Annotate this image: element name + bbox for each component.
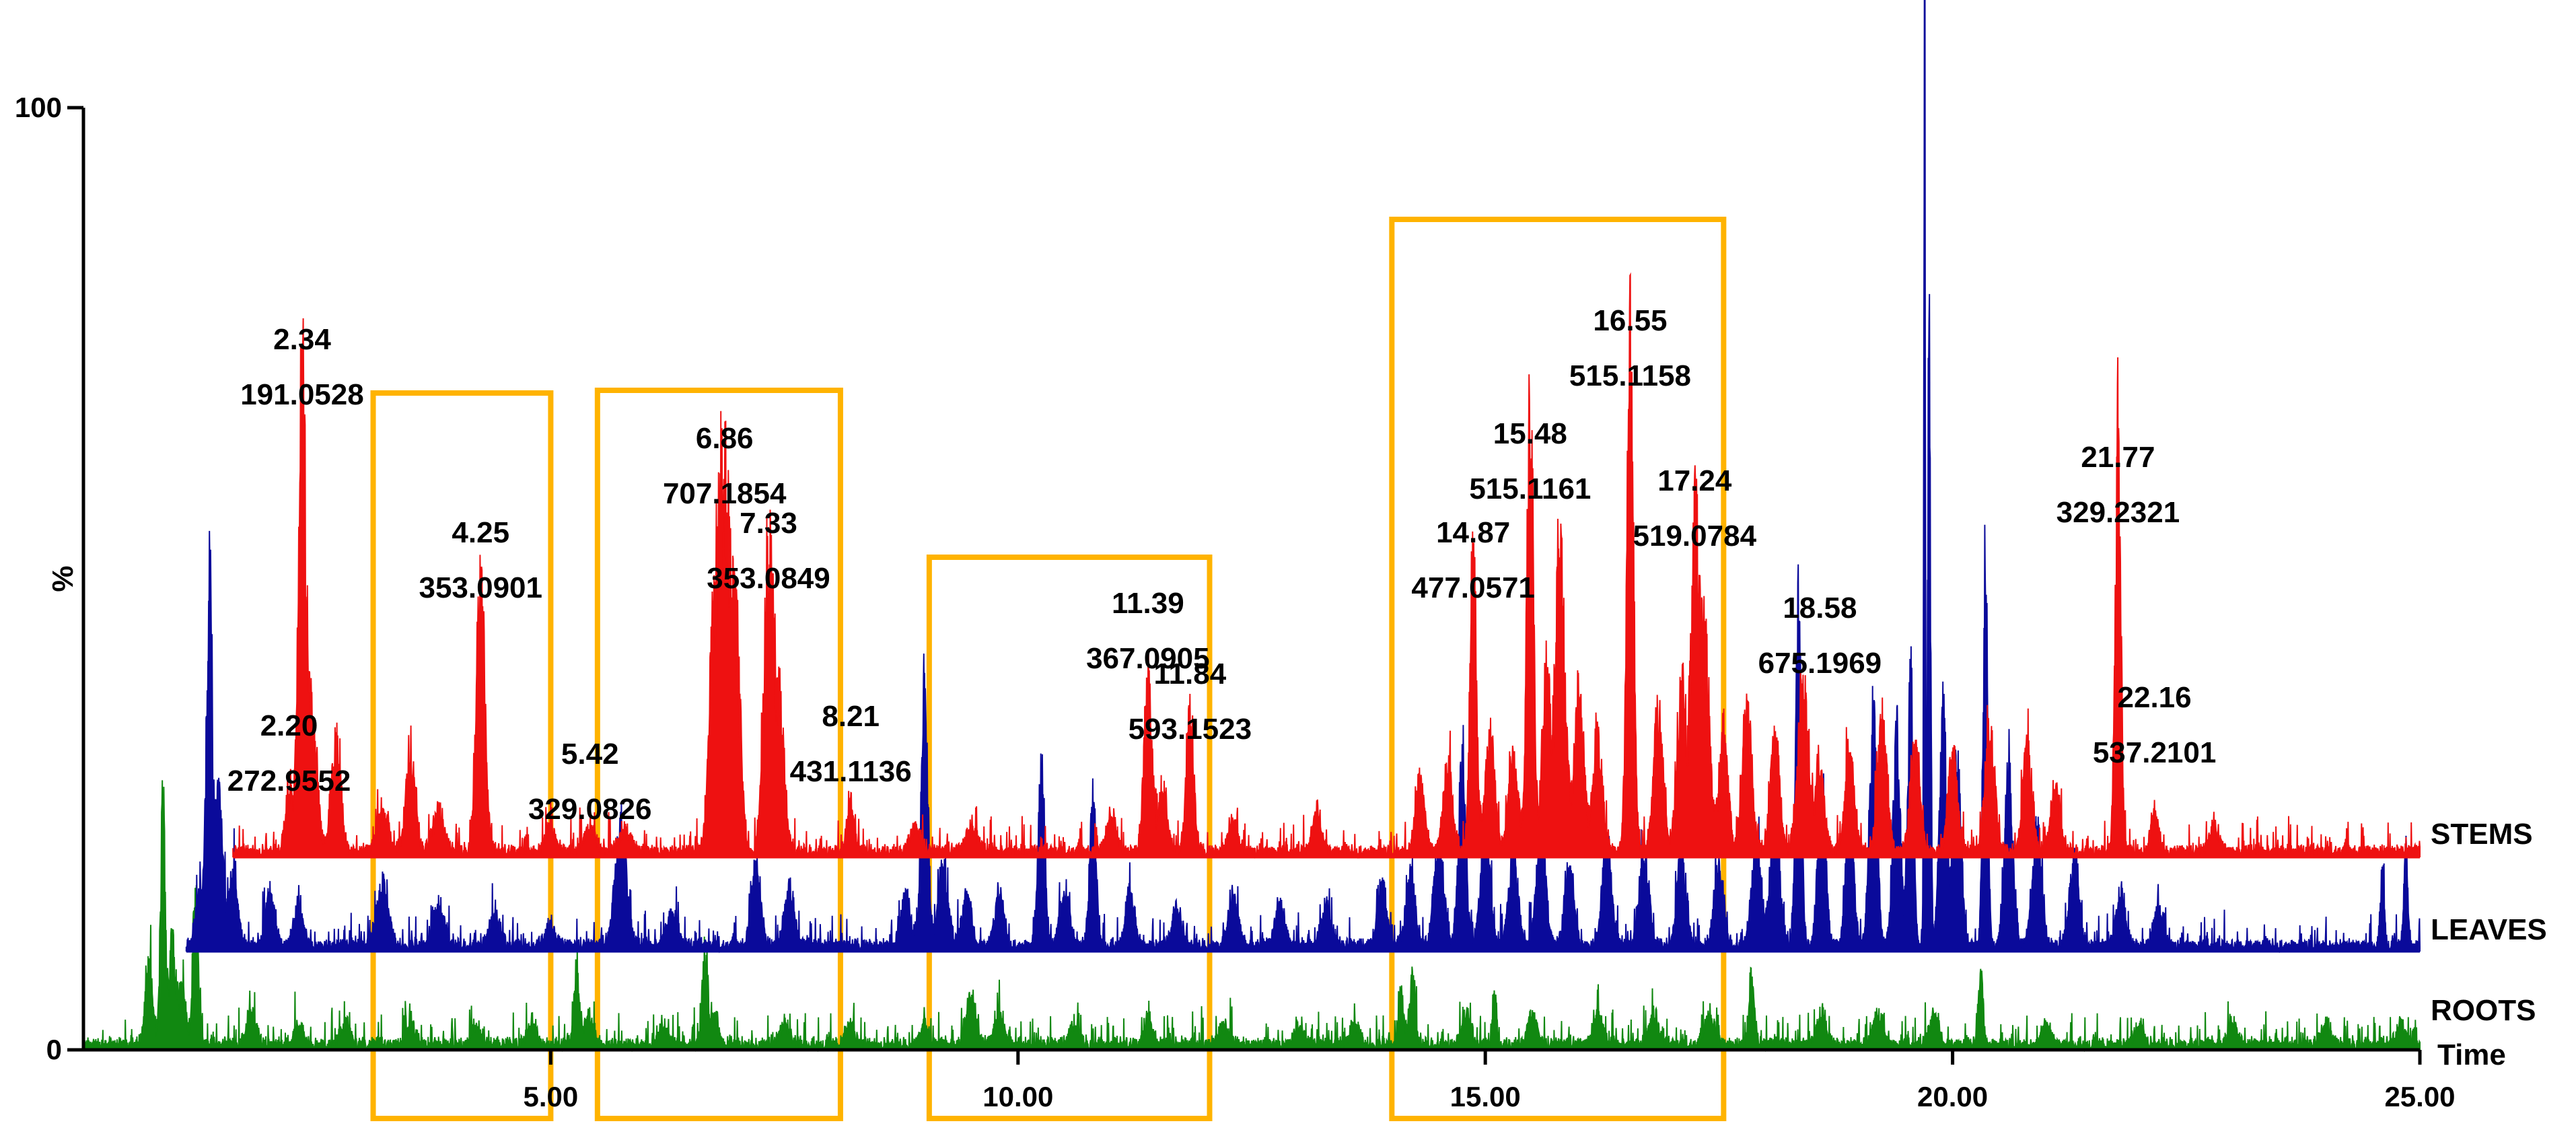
peak-annotation: 14.87 477.0571 [1411,516,1535,604]
peak-annotation: 15.48 515.1161 [1469,417,1591,505]
highlight-box-2 [594,388,843,1121]
peak-time-label: 22.16 [2118,681,2192,714]
highlight-boxes [370,217,1727,1121]
peak-mz-label: 477.0571 [1411,571,1535,604]
peak-time-label: 8.21 [822,700,880,733]
peak-time-label: 17.24 [1657,464,1732,497]
peak-mz-label: 272.9552 [227,764,351,797]
peak-time-label: 6.86 [696,422,754,455]
peak-mz-label: 367.0905 [1086,642,1210,675]
peak-time-label: 18.58 [1783,592,1857,625]
y-axis-title: % [46,565,79,592]
peak-annotation: 17.24 519.0784 [1633,464,1757,553]
peak-mz-label: 593.1523 [1129,713,1252,746]
peak-mz-label: 519.0784 [1633,520,1757,553]
peak-time-label: 4.25 [452,516,509,549]
peak-mz-label: 515.1158 [1569,359,1691,392]
x-tick-label: 10.00 [982,1081,1053,1112]
trace-label-leaves: LEAVES [2431,913,2547,946]
trace-leaves [185,0,2421,954]
peak-mz-label: 537.2101 [2093,736,2217,769]
peak-annotation: 2.20 272.9552 [227,709,351,797]
peak-time-label: 15.48 [1493,417,1567,450]
peak-annotation: 22.16 537.2101 [2093,681,2217,769]
tick-labels: 5.00 10.00 15.00 20.00 25.00 0 100 [15,92,2456,1112]
peak-time-label: 7.33 [740,507,797,540]
peak-annotation: 11.39 367.0905 [1086,587,1210,675]
peak-labels: 2.34 191.0528 2.20 272.9552 4.25 353.0901 5.42… [227,304,2217,826]
peak-time-label: 2.34 [273,323,331,356]
x-tick-label: 5.00 [524,1081,579,1112]
peak-annotation: 4.25 353.0901 [419,516,542,604]
peak-annotation: 18.58 675.1969 [1758,592,1882,680]
peak-mz-label: 515.1161 [1469,472,1591,505]
x-tick-label: 15.00 [1450,1081,1521,1112]
trace-roots [83,780,2421,1053]
highlight-box-4 [1389,217,1727,1121]
peak-time-label: 11.39 [1112,587,1184,620]
peak-annotation: 8.21 431.1136 [790,700,912,788]
trace-label-stems: STEMS [2431,818,2533,851]
peak-time-label: 11.84 [1153,657,1226,690]
peak-annotation: 21.77 329.2321 [2056,441,2180,529]
peak-time-label: 14.87 [1436,516,1510,549]
peak-annotation: 2.34 191.0528 [240,323,364,411]
peak-mz-label: 353.0849 [707,562,830,595]
peak-mz-label: 675.1969 [1758,647,1882,680]
highlight-box-1 [370,390,554,1121]
peak-annotation: 16.55 515.1158 [1569,304,1691,392]
peak-annotation: 11.84 593.1523 [1129,657,1252,746]
peak-mz-label: 431.1136 [790,755,912,788]
peak-mz-label: 191.0528 [240,378,364,411]
peak-time-label: 5.42 [561,738,619,771]
peak-time-label: 16.55 [1593,304,1667,337]
x-tick-label: 20.00 [1917,1081,1988,1112]
peak-annotation: 7.33 353.0849 [707,507,830,595]
peak-mz-label: 329.2321 [2056,496,2180,529]
x-axis-title: Time [2437,1038,2506,1071]
y-tick-label: 0 [46,1034,62,1065]
trace-label-roots: ROOTS [2431,994,2536,1027]
y-tick-label: 100 [15,92,62,123]
peak-mz-label: 353.0901 [419,571,542,604]
peak-annotation: 6.86 707.1854 [663,422,787,510]
peak-mz-label: 329.0826 [528,793,652,826]
x-tick-label: 25.00 [2384,1081,2455,1112]
peak-time-label: 2.20 [260,709,318,742]
peak-time-label: 21.77 [2081,441,2155,474]
peak-mz-label: 707.1854 [663,477,787,510]
axes [67,106,2420,1052]
trace-labels: STEMS LEAVES ROOTS [2431,818,2547,1027]
peak-annotation: 5.42 329.0826 [528,738,652,826]
trace-stems [232,272,2421,859]
